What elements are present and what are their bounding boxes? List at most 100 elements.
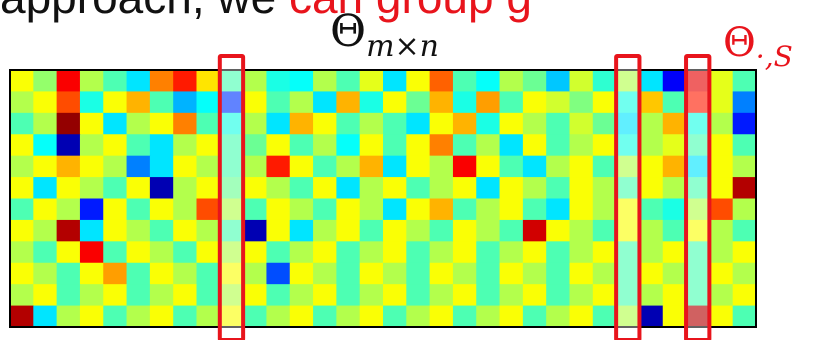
- heatmap-cell: [313, 198, 337, 221]
- heatmap-cell: [709, 241, 734, 264]
- heatmap-cell: [686, 305, 710, 328]
- heatmap-cell: [662, 112, 687, 135]
- heatmap-cell: [639, 112, 664, 135]
- heatmap-cell: [732, 305, 757, 328]
- heatmap-cell: [732, 70, 757, 93]
- heatmap-cell: [149, 134, 174, 157]
- heatmap-cell: [33, 284, 58, 307]
- heatmap-cell: [56, 219, 81, 242]
- heatmap-cell: [429, 70, 454, 93]
- caption-highlight: can group g: [289, 0, 532, 23]
- heatmap-cell: [569, 198, 594, 221]
- heatmap-cell: [452, 305, 477, 328]
- heatmap-cell: [616, 177, 641, 200]
- heatmap-cell: [56, 305, 81, 328]
- heatmap-cell: [662, 284, 687, 307]
- heatmap-cell: [56, 70, 81, 93]
- heatmap-cell: [313, 241, 337, 264]
- heatmap-cell: [662, 305, 687, 328]
- heatmap-cell: [406, 305, 431, 328]
- heatmap-cell: [452, 155, 477, 178]
- heatmap-cell: [592, 305, 617, 328]
- heatmap-cell: [33, 305, 58, 328]
- heatmap-cell: [569, 134, 594, 157]
- heatmap-cell: [616, 284, 641, 307]
- heatmap-cell: [406, 262, 431, 285]
- heatmap-cell: [639, 177, 664, 200]
- heatmap-cell: [406, 284, 431, 307]
- heatmap-cell: [639, 198, 664, 221]
- heatmap-cell: [592, 70, 617, 93]
- heatmap-cell: [452, 219, 477, 242]
- heatmap-cell: [219, 155, 244, 178]
- heatmap-cell: [406, 198, 431, 221]
- heatmap-cell: [33, 134, 58, 157]
- heatmap-cell: [266, 284, 291, 307]
- heatmap-cell: [79, 219, 104, 242]
- heatmap-cell: [149, 241, 174, 264]
- heatmap-cell: [33, 70, 58, 93]
- highlight-column-box: [614, 54, 642, 340]
- heatmap-cell: [429, 177, 454, 200]
- heatmap-cell: [149, 155, 174, 178]
- heatmap-cell: [243, 262, 268, 285]
- heatmap-cell: [569, 241, 594, 264]
- heatmap-cell: [499, 134, 524, 157]
- heatmap-cell: [149, 91, 174, 114]
- heatmap-cell: [196, 177, 221, 200]
- heatmap-cell: [103, 155, 128, 178]
- matrix-border: [9, 69, 757, 328]
- heatmap-cell: [173, 134, 198, 157]
- heatmap-cell: [406, 70, 431, 93]
- heatmap-cell: [709, 262, 734, 285]
- heatmap-cell: [686, 262, 710, 285]
- heatmap-cell: [103, 219, 128, 242]
- heatmap-cell: [522, 219, 547, 242]
- heatmap-cell: [103, 305, 128, 328]
- heatmap-cell: [219, 219, 244, 242]
- heatmap-cell: [592, 155, 617, 178]
- heatmap-cell: [639, 70, 664, 93]
- heatmap-cell: [616, 219, 641, 242]
- heatmap-cell: [103, 112, 128, 135]
- heatmap-cell: [103, 262, 128, 285]
- heatmap-cell: [499, 262, 524, 285]
- heatmap-cell: [592, 177, 617, 200]
- heatmap-cell: [429, 198, 454, 221]
- heatmap-cell: [219, 177, 244, 200]
- heatmap-cell: [429, 284, 454, 307]
- heatmap-cell: [546, 177, 571, 200]
- heatmap-cell: [383, 241, 407, 264]
- heatmap-cell: [499, 198, 524, 221]
- heatmap-cell: [173, 177, 198, 200]
- heatmap-cell: [429, 262, 454, 285]
- heatmap-cell: [546, 241, 571, 264]
- heatmap-cell: [336, 112, 361, 135]
- heatmap-cell: [219, 91, 244, 114]
- heatmap-cell: [359, 198, 384, 221]
- heatmap-cell: [359, 91, 384, 114]
- heatmap-cell: [662, 70, 687, 93]
- heatmap-cell: [616, 91, 641, 114]
- heatmap-cell: [569, 91, 594, 114]
- heatmap-cell: [313, 219, 337, 242]
- heatmap-cell: [452, 70, 477, 93]
- heatmap-cell: [126, 241, 151, 264]
- heatmap-cell: [383, 284, 407, 307]
- heatmap-cell: [336, 262, 361, 285]
- heatmap-cell: [522, 177, 547, 200]
- heatmap-cell: [79, 155, 104, 178]
- highlight-shade: [616, 56, 640, 340]
- heatmap-cell: [662, 177, 687, 200]
- heatmap-cell: [149, 177, 174, 200]
- highlight-shade: [219, 56, 244, 340]
- heatmap-cell: [336, 155, 361, 178]
- heatmap-cell: [103, 177, 128, 200]
- heatmap-cell: [243, 284, 268, 307]
- heatmap-cell: [243, 134, 268, 157]
- heatmap-cell: [499, 70, 524, 93]
- matrix-symbol: Θ: [330, 6, 367, 57]
- heatmap-cell: [56, 241, 81, 264]
- heatmap-cell: [243, 91, 268, 114]
- heatmap-cell: [592, 241, 617, 264]
